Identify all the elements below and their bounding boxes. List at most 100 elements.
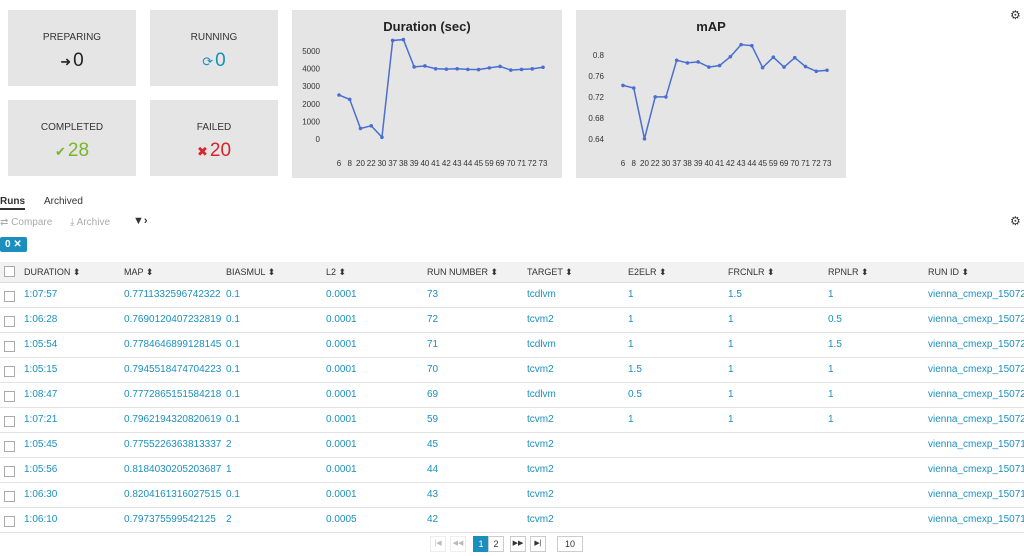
x-tick-label: 71 — [801, 159, 810, 168]
x-tick-label: 42 — [442, 159, 451, 168]
table-cell[interactable]: vienna_cmexp_150723 — [928, 389, 1024, 400]
table-cell[interactable]: 1:07:21 — [24, 414, 58, 425]
table-cell[interactable]: vienna_cmexp_150718 — [928, 464, 1024, 475]
table-cell: 0.0001 — [326, 364, 357, 375]
row-checkbox[interactable] — [4, 341, 15, 352]
x-tick-label: 8 — [632, 159, 637, 168]
column-header[interactable]: RPNLR ⬍ — [828, 267, 869, 278]
row-border — [0, 357, 1024, 358]
filter-chip[interactable]: 0 ✕ — [0, 237, 27, 252]
row-checkbox[interactable] — [4, 291, 15, 302]
sort-icon: ⬍ — [562, 267, 573, 277]
data-point — [347, 97, 352, 102]
table-cell[interactable]: 1:05:15 — [24, 364, 58, 375]
y-tick-label: 0.72 — [588, 93, 604, 102]
row-checkbox[interactable] — [4, 516, 15, 527]
table-cell[interactable]: vienna_cmexp_150724 — [928, 364, 1024, 375]
column-header[interactable]: MAP ⬍ — [124, 267, 153, 278]
sort-icon: ⬍ — [488, 267, 499, 277]
row-checkbox[interactable] — [4, 416, 15, 427]
data-point — [433, 66, 438, 71]
archive-label: Archive — [76, 217, 111, 228]
table-settings-icon[interactable]: ⚙ — [1010, 214, 1021, 228]
row-border — [0, 532, 1024, 533]
table-cell[interactable]: 1:08:47 — [24, 389, 58, 400]
page-button[interactable]: 2 — [488, 536, 504, 552]
table-cell[interactable]: vienna_cmexp_150722 — [928, 414, 1024, 425]
y-tick-label: 0 — [316, 135, 321, 144]
table-cell: tcdlvm — [527, 289, 556, 300]
column-header[interactable]: FRCNLR ⬍ — [728, 267, 775, 278]
data-point — [390, 38, 395, 43]
row-checkbox[interactable] — [4, 366, 15, 377]
column-header[interactable]: E2ELR ⬍ — [628, 267, 667, 278]
table-cell[interactable]: 1:06:30 — [24, 489, 58, 500]
filter-button[interactable]: ▼› — [133, 215, 148, 227]
row-checkbox[interactable] — [4, 441, 15, 452]
table-cell: 1 — [628, 414, 634, 425]
table-cell[interactable]: vienna_cmexp_150724 — [928, 339, 1024, 350]
table-cell: 0.0001 — [326, 314, 357, 325]
table-cell[interactable]: vienna_cmexp_150726 — [928, 289, 1024, 300]
pager-nav[interactable]: ▶▶ — [510, 536, 526, 552]
sort-icon: ⬍ — [656, 267, 667, 277]
settings-icon[interactable]: ⚙ — [1010, 8, 1021, 22]
compare-button[interactable]: ⇄ Compare — [0, 217, 53, 228]
table-cell[interactable]: vienna_cmexp_150726 — [928, 314, 1024, 325]
x-tick-label: 73 — [539, 159, 548, 168]
data-point — [337, 93, 341, 97]
row-checkbox[interactable] — [4, 391, 15, 402]
sort-icon: ⬍ — [70, 267, 81, 277]
column-header[interactable]: TARGET ⬍ — [527, 267, 573, 278]
table-cell[interactable]: 1:06:28 — [24, 314, 58, 325]
table-cell: 0.0001 — [326, 389, 357, 400]
table-cell: 1 — [628, 314, 634, 325]
pager-nav[interactable]: |◀ — [430, 536, 446, 552]
column-header[interactable]: BIASMUL ⬍ — [226, 267, 275, 278]
table-cell: 0.0001 — [326, 489, 357, 500]
row-checkbox[interactable] — [4, 491, 15, 502]
data-point — [803, 64, 808, 69]
row-checkbox[interactable] — [4, 466, 15, 477]
column-header[interactable]: RUN ID ⬍ — [928, 267, 969, 278]
table-cell: 1 — [728, 389, 734, 400]
page-size-select[interactable]: 10 — [557, 536, 583, 552]
archive-button[interactable]: ⤓ Archive — [70, 217, 111, 228]
table-cell[interactable]: 1:05:45 — [24, 439, 58, 450]
table-cell[interactable]: 1:07:57 — [24, 289, 58, 300]
table-cell: 0.0005 — [326, 514, 357, 525]
table-cell[interactable]: 1:06:10 — [24, 514, 58, 525]
column-header[interactable]: L2 ⬍ — [326, 267, 346, 278]
x-tick-label: 37 — [388, 159, 397, 168]
status-count: ✔ 28 — [8, 140, 136, 162]
sort-icon: ⬍ — [764, 267, 775, 277]
header-checkbox[interactable] — [4, 266, 15, 277]
table-cell[interactable]: vienna_cmexp_150717 — [928, 514, 1024, 525]
pager-nav[interactable]: ◀◀ — [450, 536, 466, 552]
row-checkbox[interactable] — [4, 316, 15, 327]
column-header[interactable]: DURATION ⬍ — [24, 267, 80, 278]
tab-runs[interactable]: Runs — [0, 196, 25, 210]
data-point — [685, 61, 690, 65]
table-cell[interactable]: vienna_cmexp_150719 — [928, 439, 1024, 450]
data-point — [476, 67, 481, 72]
table-cell: 0.7690120407232819 — [124, 314, 222, 325]
status-count: ⟳ 0 — [150, 50, 278, 72]
column-header-label: FRCNLR — [728, 267, 765, 277]
table-cell[interactable]: vienna_cmexp_150718 — [928, 489, 1024, 500]
column-header[interactable]: RUN NUMBER ⬍ — [427, 267, 498, 278]
sort-icon: ⬍ — [265, 267, 276, 277]
y-tick-label: 0.8 — [593, 51, 605, 60]
table-cell: 70 — [427, 364, 439, 375]
table-cell[interactable]: 1:05:56 — [24, 464, 58, 475]
page-button[interactable]: 1 — [473, 536, 489, 552]
table-cell: 1.5 — [628, 364, 642, 375]
table-cell[interactable]: 1:05:54 — [24, 339, 58, 350]
table-cell: 1 — [728, 364, 734, 375]
table-cell: tcdlvm — [527, 339, 556, 350]
data-point — [707, 65, 711, 69]
filter-chip-label: 0 — [5, 239, 11, 250]
pager-nav[interactable]: ▶| — [530, 536, 546, 552]
tab-archived[interactable]: Archived — [44, 196, 83, 207]
table-cell: 45 — [427, 439, 439, 450]
